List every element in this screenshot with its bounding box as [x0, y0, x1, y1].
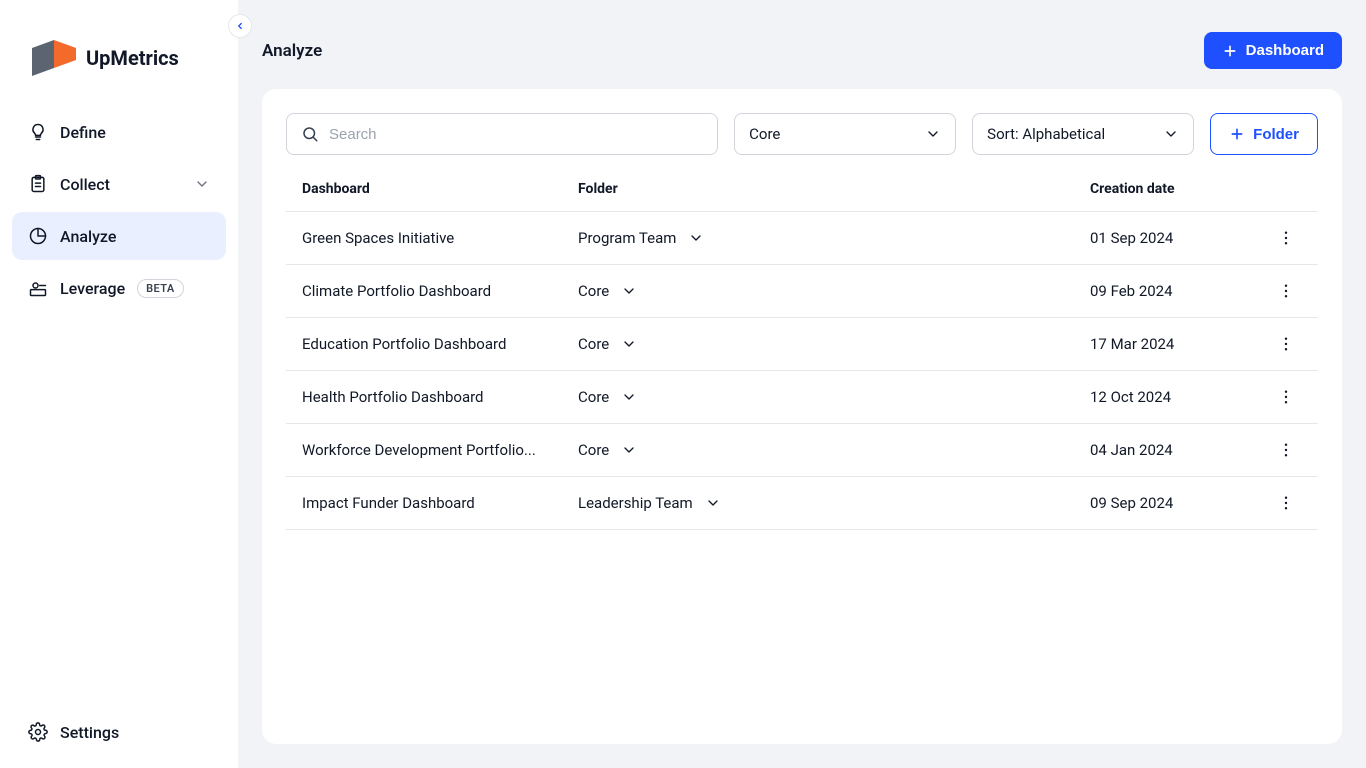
row-actions-button[interactable] [1270, 282, 1302, 300]
table-header: Dashboard Folder Creation date [286, 167, 1318, 212]
chevron-down-icon [688, 230, 704, 246]
folder-filter-select[interactable]: Core [734, 113, 956, 155]
row-date: 09 Feb 2024 [1090, 282, 1270, 300]
gear-icon [28, 722, 48, 742]
page-title: Analyze [262, 41, 322, 61]
row-folder-value: Program Team [578, 229, 676, 247]
row-name: Green Spaces Initiative [302, 229, 578, 247]
logo: UpMetrics [0, 0, 238, 108]
chevron-down-icon [194, 176, 210, 192]
clipboard-icon [28, 174, 48, 194]
row-date: 17 Mar 2024 [1090, 335, 1270, 353]
table-row[interactable]: Green Spaces InitiativeProgram Team 01 Se… [286, 212, 1318, 265]
row-name: Education Portfolio Dashboard [302, 335, 578, 353]
search-input-wrap[interactable] [286, 113, 718, 155]
row-folder-value: Leadership Team [578, 494, 693, 512]
sidebar-item-label: Settings [60, 723, 119, 742]
row-actions-button[interactable] [1270, 441, 1302, 459]
row-folder-select[interactable]: Core [578, 335, 1090, 353]
row-folder-select[interactable]: Program Team [578, 229, 1090, 247]
row-folder-select[interactable]: Core [578, 282, 1090, 300]
table-row[interactable]: Impact Funder DashboardLeadership Team 09… [286, 477, 1318, 530]
row-folder-select[interactable]: Core [578, 441, 1090, 459]
more-vertical-icon [1277, 282, 1295, 300]
presentation-icon [28, 278, 48, 298]
sort-select[interactable]: Sort: Alphabetical [972, 113, 1194, 155]
row-date: 09 Sep 2024 [1090, 494, 1270, 512]
pie-chart-icon [28, 226, 48, 246]
beta-badge: BETA [137, 279, 183, 298]
row-date: 01 Sep 2024 [1090, 229, 1270, 247]
row-name: Impact Funder Dashboard [302, 494, 578, 512]
plus-icon [1222, 43, 1238, 59]
row-folder-select[interactable]: Core [578, 388, 1090, 406]
sidebar-item-settings[interactable]: Settings [12, 708, 226, 756]
more-vertical-icon [1277, 494, 1295, 512]
column-header-dashboard: Dashboard [302, 181, 578, 197]
lightbulb-icon [28, 122, 48, 142]
sidebar-item-collect[interactable]: Collect [12, 160, 226, 208]
chevron-down-icon [621, 283, 637, 299]
controls-row: Core Sort: Alphabetical Folder [286, 113, 1318, 155]
sidebar-item-label: Analyze [60, 227, 116, 246]
row-actions-button[interactable] [1270, 335, 1302, 353]
search-input[interactable] [329, 126, 703, 143]
column-header-folder: Folder [578, 181, 1090, 197]
button-label: Folder [1253, 126, 1299, 143]
sidebar-footer: Settings [0, 696, 238, 768]
more-vertical-icon [1277, 388, 1295, 406]
table-row[interactable]: Climate Portfolio DashboardCore 09 Feb 20… [286, 265, 1318, 318]
nav: Define Collect Analyze Leverage BETA [0, 108, 238, 312]
topbar: Analyze Dashboard [238, 0, 1366, 89]
row-folder-select[interactable]: Leadership Team [578, 494, 1090, 512]
row-date: 04 Jan 2024 [1090, 441, 1270, 459]
sidebar-item-label: Leverage [60, 279, 125, 298]
chevron-down-icon [621, 336, 637, 352]
sidebar-item-define[interactable]: Define [12, 108, 226, 156]
row-name: Health Portfolio Dashboard [302, 388, 578, 406]
sidebar-item-analyze[interactable]: Analyze [12, 212, 226, 260]
sidebar: UpMetrics Define Collect Analyze [0, 0, 238, 768]
row-folder-value: Core [578, 441, 609, 459]
chevron-down-icon [705, 495, 721, 511]
logo-text: UpMetrics [86, 46, 179, 70]
sidebar-collapse-button[interactable] [228, 14, 252, 38]
column-header-date: Creation date [1090, 181, 1270, 197]
chevron-down-icon [621, 442, 637, 458]
row-actions-button[interactable] [1270, 494, 1302, 512]
row-folder-value: Core [578, 388, 609, 406]
main: Analyze Dashboard Core Sort: Al [238, 0, 1366, 768]
more-vertical-icon [1277, 441, 1295, 459]
plus-icon [1229, 126, 1245, 142]
row-folder-value: Core [578, 282, 609, 300]
row-actions-button[interactable] [1270, 388, 1302, 406]
content-panel: Core Sort: Alphabetical Folder Dashboard [262, 89, 1342, 744]
sidebar-item-label: Define [60, 123, 106, 142]
logo-mark-icon [32, 40, 76, 76]
select-value: Sort: Alphabetical [987, 125, 1105, 143]
new-folder-button[interactable]: Folder [1210, 113, 1318, 155]
row-name: Workforce Development Portfolio... [302, 441, 578, 459]
row-name: Climate Portfolio Dashboard [302, 282, 578, 300]
chevron-down-icon [925, 126, 941, 142]
row-actions-button[interactable] [1270, 229, 1302, 247]
table-row[interactable]: Health Portfolio DashboardCore 12 Oct 202… [286, 371, 1318, 424]
table-body: Green Spaces InitiativeProgram Team 01 Se… [286, 212, 1318, 530]
more-vertical-icon [1277, 229, 1295, 247]
chevron-down-icon [1163, 126, 1179, 142]
table-row[interactable]: Workforce Development Portfolio...Core 04… [286, 424, 1318, 477]
new-dashboard-button[interactable]: Dashboard [1204, 32, 1342, 69]
row-date: 12 Oct 2024 [1090, 388, 1270, 406]
sidebar-item-label: Collect [60, 175, 110, 194]
row-folder-value: Core [578, 335, 609, 353]
more-vertical-icon [1277, 335, 1295, 353]
sidebar-item-leverage[interactable]: Leverage BETA [12, 264, 226, 312]
button-label: Dashboard [1246, 42, 1324, 59]
search-icon [301, 125, 319, 143]
chevron-down-icon [621, 389, 637, 405]
select-value: Core [749, 125, 780, 143]
table-row[interactable]: Education Portfolio DashboardCore 17 Mar … [286, 318, 1318, 371]
